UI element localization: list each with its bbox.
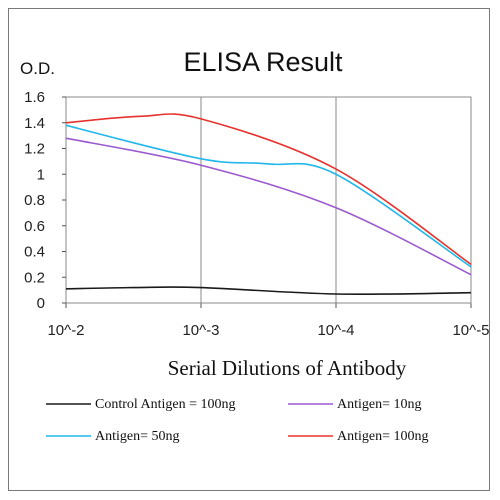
legend: Control Antigen = 100ng Antigen= 10ng Anti… (46, 397, 429, 444)
y-tick-label: 0.4 (24, 244, 45, 261)
x-axis-label: Serial Dilutions of Antibody (168, 356, 407, 380)
x-tick-label: 10^-5 (452, 322, 489, 339)
series-line-3 (65, 113, 472, 266)
y-tick-label: 0.2 (24, 269, 45, 286)
series-line-1 (65, 137, 472, 276)
x-tick-label: 10^-3 (182, 322, 219, 339)
series-line-0 (65, 286, 472, 296)
y-tick-label: 0.6 (24, 218, 45, 235)
gridlines (65, 97, 472, 308)
x-tick-label: 10^-4 (317, 322, 354, 339)
y-tick-label: 1.6 (24, 89, 45, 106)
plot-area-border (65, 96, 472, 304)
y-tick-label: 0.8 (24, 192, 45, 209)
x-tick-labels: 10^-2 10^-3 10^-4 10^-5 (47, 322, 489, 339)
series-line-2 (65, 124, 472, 268)
legend-label-1: Antigen= 10ng (337, 397, 422, 412)
legend-label-3: Antigen= 100ng (337, 429, 429, 444)
chart-frame (8, 8, 490, 491)
y-tick-label: 0 (37, 295, 45, 312)
series-lines (65, 113, 472, 296)
y-axis-label: O.D. (20, 59, 55, 78)
y-tick-labels: 0 0.2 0.4 0.6 0.8 1 1.2 1.4 1.6 (24, 89, 66, 312)
y-tick-label: 1.4 (24, 115, 45, 132)
y-tick-label: 1.2 (24, 141, 45, 158)
chart-title: ELISA Result (183, 47, 343, 77)
legend-label-2: Antigen= 50ng (95, 429, 180, 444)
y-tick-label: 1 (37, 166, 45, 183)
legend-label-0: Control Antigen = 100ng (95, 397, 236, 412)
x-tick-label: 10^-2 (47, 322, 84, 339)
